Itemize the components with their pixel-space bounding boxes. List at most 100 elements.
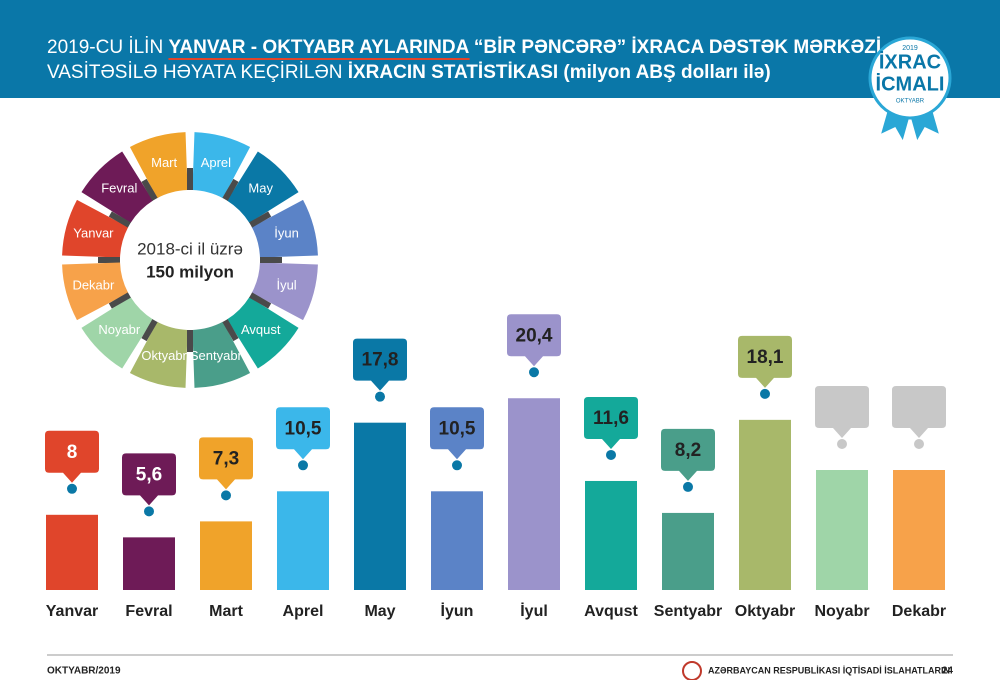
x-tick-label: May <box>364 603 395 620</box>
wheel-segment <box>81 297 153 369</box>
wheel-label: Sentyabr <box>190 348 243 363</box>
bar <box>662 512 714 590</box>
bar <box>508 398 560 590</box>
badge-year: 2019 <box>902 45 918 52</box>
title-part: (milyon ABŞ dolları ilə) <box>558 62 771 83</box>
wheel-label: Aprel <box>201 155 231 170</box>
badge-text: İXRAC <box>879 50 941 73</box>
wheel-label: Fevral <box>101 181 137 196</box>
bar <box>431 491 483 590</box>
bar <box>46 514 98 590</box>
x-tick-label: Aprel <box>283 603 324 620</box>
wheel-separator <box>141 178 158 201</box>
x-tick-label: Mart <box>209 603 243 620</box>
wheel-segment <box>81 151 153 223</box>
wheel-separator <box>108 292 131 309</box>
header-band <box>0 0 1000 98</box>
title-part: YANVAR - OKTYABR AYLARINDA <box>168 37 469 58</box>
badge-month: OKTYABR <box>896 99 925 105</box>
footer-text: AZƏRBAYCAN RESPUBLİKASI İQTİSADİ İSLAHAT… <box>708 665 950 675</box>
placeholder-bar <box>893 470 945 590</box>
marker-dot <box>760 388 770 399</box>
wheel-label: Yanvar <box>73 226 114 241</box>
value-label: 8,2 <box>675 440 701 461</box>
marker-dot <box>914 439 924 449</box>
value-label: 17,8 <box>362 350 399 371</box>
title-part: 2019-CU İLİN <box>47 37 168 58</box>
page-number: 24 <box>942 666 954 677</box>
footer-text: OKTYABR/2019 <box>47 666 121 677</box>
marker-dot <box>837 439 847 449</box>
value-bubble <box>661 428 715 481</box>
value-label: 10,5 <box>285 418 322 439</box>
wheel-label: Mart <box>151 155 177 170</box>
x-tick-label: Oktyabr <box>735 603 795 620</box>
x-tick-label: Yanvar <box>46 603 98 620</box>
x-tick-label: İyul <box>520 602 548 620</box>
value-label: 7,3 <box>213 448 239 469</box>
value-bubble <box>276 407 330 460</box>
bar <box>354 422 406 590</box>
marker-dot <box>144 506 154 517</box>
wheel-segment <box>129 132 188 199</box>
wheel-label: İyun <box>274 226 299 241</box>
wheel-separator <box>222 319 239 342</box>
value-bubble <box>199 437 253 490</box>
value-bubble <box>45 430 99 483</box>
wheel-separator <box>222 178 239 201</box>
bar <box>585 480 637 590</box>
wheel-segment <box>227 151 299 223</box>
bar-chart: Yanvar 8 Fevral 5,6 Mart 7,3 Aprel 10,5 May 17,8 İ… <box>45 314 946 620</box>
marker-dot <box>221 490 231 501</box>
wheel-label: Dekabr <box>72 277 115 292</box>
title-part: VASİTƏSİLƏ HƏYATA KEÇİRİLƏN <box>47 62 348 83</box>
value-bubble <box>430 407 484 460</box>
wheel-label: Avqust <box>241 322 281 337</box>
value-label: 18,1 <box>747 347 784 368</box>
wheel-label: İyul <box>276 277 296 292</box>
wheel-label: Noyabr <box>98 322 141 337</box>
wheel-segment <box>227 297 299 369</box>
bar <box>277 491 329 590</box>
value-bubble <box>507 314 561 367</box>
marker-dot <box>375 391 385 402</box>
title-part: “BİR PƏNCƏRƏ” İXRACA DƏSTƏK MƏRKƏZİ <box>469 37 882 58</box>
value-label: 8 <box>67 442 78 463</box>
value-label: 10,5 <box>439 418 476 439</box>
value-bubble <box>122 453 176 506</box>
wheel-separator <box>141 319 158 342</box>
value-bubble <box>815 386 869 438</box>
placeholder-bar <box>816 470 868 590</box>
value-bubble <box>738 335 792 388</box>
marker-dot <box>683 481 693 492</box>
wheel-separator <box>108 211 131 228</box>
marker-dot <box>606 449 616 460</box>
value-label: 5,6 <box>136 464 162 485</box>
value-bubble <box>892 386 946 438</box>
bar <box>739 419 791 590</box>
title-part: İXRACIN STATİSTİKASI <box>348 62 558 83</box>
wheel-segment <box>129 321 188 388</box>
marker-dot <box>452 460 462 471</box>
wheel-segment <box>192 321 251 388</box>
wheel-segment <box>62 262 129 321</box>
wheel-segment <box>251 199 318 258</box>
x-tick-label: Noyabr <box>814 603 869 620</box>
value-bubble <box>584 396 638 449</box>
value-bubble <box>353 338 407 391</box>
month-wheel: Yanvar Fevral Mart Aprel May İyun İyul Avqust Se… <box>62 132 318 388</box>
marker-dot <box>67 483 77 494</box>
value-label: 11,6 <box>593 408 629 429</box>
badge: 2019 İXRAC İCMALI OKTYABR <box>868 36 952 144</box>
x-tick-label: Sentyabr <box>654 603 722 620</box>
marker-dot <box>298 460 308 471</box>
bar <box>123 537 175 590</box>
wheel-separator <box>249 292 272 309</box>
wheel-segment <box>192 132 251 199</box>
x-tick-label: Avqust <box>584 603 638 620</box>
wheel-label: Oktyabr <box>141 348 187 363</box>
value-label: 20,4 <box>516 325 553 346</box>
badge-text: İCMALI <box>876 72 945 95</box>
wheel-center-text: 150 milyon <box>146 262 234 281</box>
